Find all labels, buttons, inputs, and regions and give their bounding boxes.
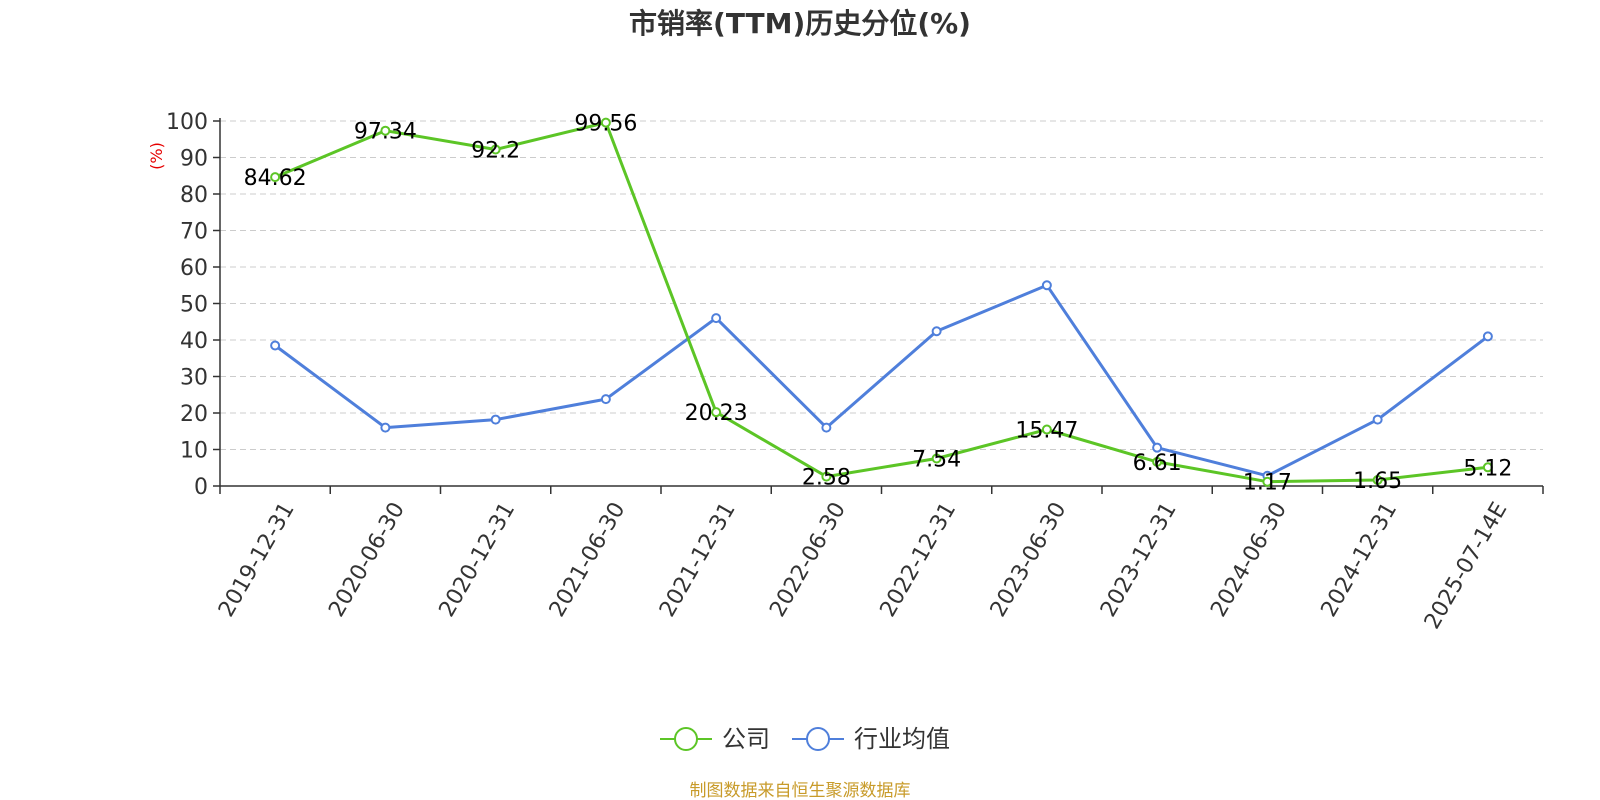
y-tick-label: 0 [194, 475, 208, 500]
company-data-label: 6.61 [1133, 451, 1182, 476]
company-data-label: 92.2 [471, 138, 520, 163]
x-tick-label: 2023-12-31 [1096, 498, 1182, 621]
y-tick-label: 30 [180, 366, 208, 391]
x-tick-label: 2022-12-31 [876, 498, 962, 621]
x-tick-label: 2020-06-30 [324, 498, 410, 621]
company-data-label: 7.54 [912, 447, 961, 472]
company-point [380, 125, 391, 136]
industry-average-line [274, 283, 1489, 478]
series-points [270, 117, 1493, 487]
y-tick-label: 80 [180, 183, 208, 208]
y-tick-label: 100 [166, 110, 208, 135]
legend-item-company[interactable]: 公司 [660, 725, 770, 753]
industry-average-point [711, 313, 722, 324]
legend-industry-marker [806, 727, 830, 751]
industry-average-point [1152, 442, 1163, 453]
y-tick-label: 50 [180, 293, 208, 318]
y-tick-label: 20 [180, 402, 208, 427]
industry-average-point [821, 422, 832, 433]
legend-company-marker [674, 727, 698, 751]
y-axis-label: (%) [147, 142, 166, 170]
company-data-label: 84.62 [244, 166, 307, 191]
company-point [490, 144, 501, 155]
x-tick-label: 2023-06-30 [986, 498, 1072, 621]
company-point [1372, 474, 1383, 485]
y-tick-labels: 0 10 20 30 40 50 60 70 80 90 100 [166, 110, 208, 500]
company-point [600, 117, 611, 128]
industry-average-point [1041, 280, 1052, 291]
company-point [1041, 424, 1052, 435]
industry-average-point [600, 394, 611, 405]
source-note: 制图数据来自恒生聚源数据库 [690, 781, 911, 800]
company-point [821, 471, 832, 482]
y-tick-label: 90 [180, 147, 208, 172]
data-labels: 84.62 97.34 92.2 99.56 20.23 2.58 7.54 15.47 6.6… [244, 112, 1513, 496]
company-data-label: 97.34 [354, 120, 417, 145]
y-tick-label: 60 [180, 256, 208, 281]
company-data-label: 1.17 [1243, 471, 1292, 496]
legend-company-label: 公司 [722, 725, 770, 753]
industry-average-point [270, 340, 281, 351]
x-tick-label: 2025-07-14E [1420, 498, 1513, 633]
company-line [274, 121, 1489, 484]
industry-average-point [380, 422, 391, 433]
legend[interactable]: 公司 行业均值 [660, 725, 950, 753]
company-data-label: 5.12 [1463, 456, 1512, 481]
company-data-label: 2.58 [802, 466, 851, 491]
y-tick-label: 10 [180, 439, 208, 464]
grid-lines [220, 120, 1543, 450]
company-point [1152, 456, 1163, 467]
chart-title: 市销率(TTM)历史分位(%) [629, 7, 971, 40]
x-tick-label: 2024-12-31 [1317, 498, 1403, 621]
company-point [711, 407, 722, 418]
x-tick-label: 2021-12-31 [655, 498, 741, 621]
x-tick-labels: 2019-12-31 2020-06-30 2020-12-31 2021-06-30… [214, 498, 1512, 633]
company-point [1482, 462, 1493, 473]
industry-average-point [1372, 414, 1383, 425]
industry-average-point [1482, 331, 1493, 342]
axes [213, 118, 1544, 494]
industry-average-point [931, 326, 942, 337]
company-data-label: 15.47 [1015, 419, 1078, 444]
company-point [270, 172, 281, 183]
company-data-label: 1.65 [1353, 469, 1402, 494]
legend-industry-label: 行业均值 [854, 725, 950, 753]
x-tick-label: 2021-06-30 [545, 498, 631, 621]
industry-average-point [490, 414, 501, 425]
company-data-label: 99.56 [574, 112, 637, 137]
legend-item-industry-average[interactable]: 行业均值 [792, 725, 950, 753]
x-tick-label: 2020-12-31 [435, 498, 521, 621]
company-point [931, 453, 942, 464]
y-tick-label: 40 [180, 329, 208, 354]
x-tick-label: 2022-06-30 [765, 498, 851, 621]
company-point [1262, 476, 1273, 487]
series-lines [274, 121, 1489, 484]
x-tick-label: 2024-06-30 [1206, 498, 1292, 621]
company-data-label: 20.23 [685, 401, 748, 426]
y-tick-label: 70 [180, 220, 208, 245]
x-tick-label: 2019-12-31 [214, 498, 300, 621]
